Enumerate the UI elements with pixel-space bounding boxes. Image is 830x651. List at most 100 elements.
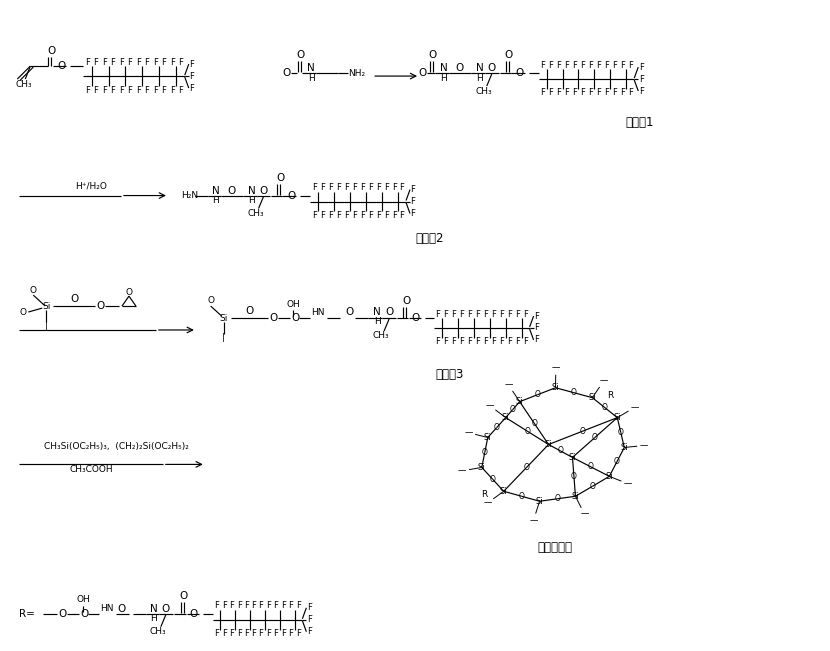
Text: F: F <box>274 629 278 638</box>
Text: O: O <box>179 591 188 601</box>
Text: O: O <box>189 609 198 618</box>
Text: —: — <box>530 516 538 525</box>
Text: F: F <box>368 183 373 192</box>
Text: O: O <box>510 405 515 414</box>
Text: O: O <box>270 313 277 323</box>
Text: F: F <box>189 72 194 81</box>
Text: F: F <box>507 309 512 318</box>
Text: O: O <box>580 426 586 436</box>
Text: F: F <box>170 58 175 66</box>
Text: O: O <box>246 306 254 316</box>
Text: N: N <box>247 186 256 195</box>
Text: F: F <box>460 309 464 318</box>
Text: F: F <box>289 602 293 610</box>
Text: F: F <box>312 211 317 220</box>
Text: O: O <box>227 186 236 195</box>
Text: F: F <box>411 209 416 218</box>
Text: F: F <box>500 309 504 318</box>
Text: F: F <box>312 183 317 192</box>
Text: F: F <box>336 183 340 192</box>
Text: O: O <box>589 482 595 491</box>
Text: F: F <box>556 61 561 70</box>
Text: F: F <box>399 211 404 220</box>
Text: —: — <box>483 499 491 508</box>
Text: F: F <box>507 337 512 346</box>
Text: F: F <box>535 324 539 333</box>
Text: F: F <box>127 85 132 94</box>
Text: F: F <box>443 309 448 318</box>
Text: F: F <box>153 58 158 66</box>
Text: F: F <box>102 58 107 66</box>
Text: —: — <box>640 441 648 450</box>
Text: O: O <box>58 609 66 618</box>
Text: F: F <box>244 602 248 610</box>
Text: HN: HN <box>311 307 325 316</box>
Text: F: F <box>266 602 271 610</box>
Text: F: F <box>85 58 90 66</box>
Text: F: F <box>564 89 569 98</box>
Text: F: F <box>604 61 608 70</box>
Text: O: O <box>482 448 488 457</box>
Text: O: O <box>412 313 420 323</box>
Text: O: O <box>276 173 285 183</box>
Text: O: O <box>402 296 410 306</box>
Text: F: F <box>259 602 263 610</box>
Text: F: F <box>483 309 488 318</box>
Text: F: F <box>612 61 617 70</box>
Text: F: F <box>229 602 233 610</box>
Text: F: F <box>251 629 256 638</box>
Text: F: F <box>588 61 593 70</box>
Text: O: O <box>125 288 133 297</box>
Text: —: — <box>464 428 472 437</box>
Text: F: F <box>411 185 416 194</box>
Text: O: O <box>96 301 105 311</box>
Text: O: O <box>57 61 66 71</box>
Text: N: N <box>307 63 315 73</box>
Text: F: F <box>296 629 301 638</box>
Text: O: O <box>345 307 354 317</box>
Text: CH₃: CH₃ <box>373 331 389 340</box>
Text: N: N <box>212 186 220 195</box>
Text: F: F <box>161 85 166 94</box>
Text: F: F <box>289 629 293 638</box>
Text: F: F <box>580 89 585 98</box>
Text: F: F <box>178 58 183 66</box>
Text: O: O <box>282 68 290 78</box>
Text: F: F <box>296 602 301 610</box>
Text: O: O <box>571 473 577 481</box>
Text: O: O <box>385 307 393 317</box>
Text: F: F <box>588 89 593 98</box>
Text: F: F <box>110 85 115 94</box>
Text: —: — <box>580 510 588 519</box>
Text: O: O <box>558 447 564 456</box>
Text: NH₂: NH₂ <box>349 68 365 77</box>
Text: —: — <box>630 403 639 412</box>
Text: O: O <box>287 191 295 201</box>
Text: Si: Si <box>552 383 559 393</box>
Text: O: O <box>208 296 214 305</box>
Text: H₂N: H₂N <box>181 191 198 200</box>
Text: R=: R= <box>19 609 35 618</box>
Text: F: F <box>328 183 333 192</box>
Text: —: — <box>599 377 608 385</box>
Text: F: F <box>515 309 520 318</box>
Text: Si: Si <box>484 433 491 442</box>
Text: F: F <box>627 89 632 98</box>
Text: F: F <box>443 337 448 346</box>
Text: F: F <box>491 309 496 318</box>
Text: H: H <box>441 74 447 83</box>
Text: F: F <box>383 211 388 220</box>
Text: 中间体2: 中间体2 <box>416 232 444 245</box>
Text: O: O <box>602 403 608 412</box>
Text: F: F <box>222 602 227 610</box>
Text: F: F <box>639 75 644 83</box>
Text: O: O <box>47 46 56 56</box>
Text: 中间体1: 中间体1 <box>625 117 653 130</box>
Text: F: F <box>102 85 107 94</box>
Text: Si: Si <box>621 443 628 452</box>
Text: F: F <box>523 309 528 318</box>
Text: F: F <box>281 629 286 638</box>
Text: F: F <box>144 85 149 94</box>
Text: —: — <box>623 479 632 488</box>
Text: F: F <box>540 89 545 98</box>
